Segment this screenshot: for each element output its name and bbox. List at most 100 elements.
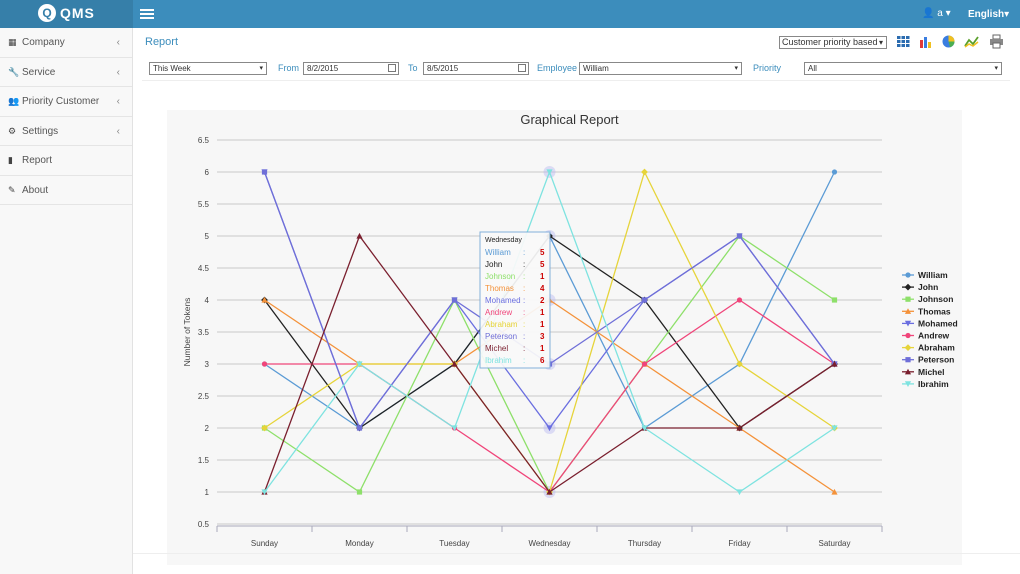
- priority-value: All: [808, 64, 817, 73]
- gear-icon: ⚙: [8, 125, 17, 136]
- sidebar-item-label: Report: [22, 155, 53, 166]
- legend-item-abraham: Abraham: [918, 343, 955, 353]
- grid-view-icon[interactable]: [896, 34, 911, 49]
- tooltip-row-colon: :: [523, 356, 525, 365]
- legend-item-johnson: Johnson: [918, 294, 953, 304]
- tooltip: [479, 231, 551, 369]
- chevron-left-icon: ‹: [116, 125, 120, 137]
- tooltip-row-colon: :: [523, 320, 525, 329]
- tooltip-row-colon: :: [523, 332, 525, 341]
- legend-marker: [904, 283, 912, 291]
- data-point-william: [831, 169, 838, 175]
- x-tick-label: Tuesday: [439, 539, 469, 548]
- tooltip-row-value: 6: [540, 356, 545, 365]
- user-menu[interactable]: 👤 a ▾: [922, 8, 951, 19]
- tooltip-row-name: John: [485, 260, 502, 269]
- data-point-michel: [356, 232, 363, 239]
- legend-marker: [905, 332, 911, 339]
- data-point-peterson: [736, 233, 743, 239]
- to-date-input[interactable]: 8/5/2015: [423, 62, 529, 75]
- legend-item-peterson: Peterson: [918, 355, 954, 365]
- tooltip-row-name: Johnson: [485, 272, 515, 281]
- sidebar-item-label: Company: [22, 37, 65, 48]
- legend-item-ibrahim: Ibrahim: [918, 379, 949, 389]
- sidebar-item-service[interactable]: 🔧 Service ‹: [0, 58, 132, 87]
- y-tick-label: 2.5: [198, 392, 210, 401]
- users-icon: 👥: [8, 96, 20, 106]
- data-point-michel: [736, 424, 743, 431]
- wrench-icon: 🔧: [8, 66, 20, 77]
- line-chart-icon[interactable]: [964, 34, 979, 49]
- y-tick-label: 6.5: [198, 136, 210, 145]
- language-menu[interactable]: English▾: [968, 9, 1009, 20]
- sidebar-item-label: Priority Customer: [22, 96, 100, 107]
- x-tick-label: Wednesday: [528, 539, 570, 548]
- to-label: To: [408, 63, 418, 73]
- file-icon: ▮: [8, 155, 13, 165]
- tooltip-row-colon: :: [523, 308, 525, 317]
- legend-item-william: William: [918, 270, 948, 280]
- data-point-michel: [831, 360, 838, 367]
- data-point-thomas: [261, 296, 268, 303]
- data-point-andrew: [261, 361, 268, 367]
- pie-chart-icon[interactable]: [941, 34, 956, 49]
- menu-toggle-icon[interactable]: [140, 9, 154, 19]
- chart-panel: Graphical Report 0.5 1 1.5 2 2.5 3 3.5 4 4.5 5 5.5 6…: [167, 110, 962, 565]
- employee-select[interactable]: William ▾: [579, 62, 742, 75]
- y-axis-label: Number of Tokens: [182, 298, 192, 367]
- chevron-down-icon: ▾: [259, 65, 263, 72]
- tooltip-row-value: 1: [540, 320, 545, 329]
- data-point-peterson: [356, 425, 363, 431]
- calendar-icon[interactable]: [518, 64, 526, 72]
- sidebar-item-about[interactable]: ✎ About: [0, 176, 132, 205]
- x-tick-label: Friday: [728, 539, 750, 548]
- x-tick-label: Saturday: [818, 539, 850, 548]
- data-point-thomas: [831, 488, 838, 495]
- data-point-michel: [451, 360, 458, 367]
- sidebar-item-company[interactable]: ▦ Company ‹: [0, 28, 132, 58]
- y-tick-label: 4: [205, 296, 210, 305]
- tooltip-row-value: 1: [540, 308, 545, 317]
- employee-value: William: [583, 64, 609, 73]
- y-tick-label: 3: [205, 360, 210, 369]
- sidebar-item-priority-customer[interactable]: 👥 Priority Customer ‹: [0, 87, 132, 117]
- y-tick-label: 1: [205, 488, 210, 497]
- tooltip-row-value: 1: [540, 272, 545, 281]
- legend-item-mohamed: Mohamed: [918, 318, 958, 328]
- main-content: Report Customer priority based This Week…: [133, 28, 1020, 574]
- tooltip-row-name: Thomas: [485, 284, 514, 293]
- building-icon: ▦: [8, 37, 17, 47]
- data-point-ibrahim: [546, 169, 553, 176]
- sidebar-item-label: Service: [22, 66, 56, 78]
- period-select[interactable]: This Week ▾: [149, 62, 267, 75]
- tooltip-row-value: 5: [540, 248, 545, 257]
- y-tick-label: 0.5: [198, 520, 210, 529]
- from-date-input[interactable]: 8/2/2015: [303, 62, 399, 75]
- data-point-ibrahim: [451, 425, 458, 432]
- logo[interactable]: Q QMS: [0, 0, 133, 28]
- legend-item-john: John: [918, 282, 938, 292]
- sidebar-item-settings[interactable]: ⚙ Settings ‹: [0, 117, 132, 146]
- x-tick-label: Sunday: [251, 539, 278, 548]
- tooltip-row-colon: :: [523, 272, 525, 281]
- legend-marker: [904, 381, 912, 387]
- logo-text: QMS: [60, 5, 95, 21]
- bar-chart-icon[interactable]: [918, 34, 933, 49]
- chevron-left-icon: ‹: [116, 37, 120, 48]
- y-tick-label: 1.5: [198, 456, 210, 465]
- legend-item-andrew: Andrew: [918, 331, 950, 341]
- chevron-down-icon: ▾: [945, 8, 951, 19]
- print-icon[interactable]: [989, 34, 1004, 49]
- data-point-peterson: [261, 169, 268, 175]
- x-tick-label: Monday: [345, 539, 373, 548]
- report-type-select[interactable]: Customer priority based: [779, 36, 887, 49]
- chevron-left-icon: ‹: [116, 96, 120, 107]
- language-label: English: [968, 9, 1005, 20]
- tooltip-row-name: Ibrahim: [485, 356, 512, 365]
- calendar-icon[interactable]: [388, 64, 396, 72]
- data-point-ibrahim: [356, 361, 363, 368]
- priority-select[interactable]: All ▾: [804, 62, 1002, 75]
- page-title: Report: [145, 36, 179, 48]
- sidebar-item-report[interactable]: ▮ Report: [0, 146, 132, 176]
- data-point-michel: [546, 488, 553, 495]
